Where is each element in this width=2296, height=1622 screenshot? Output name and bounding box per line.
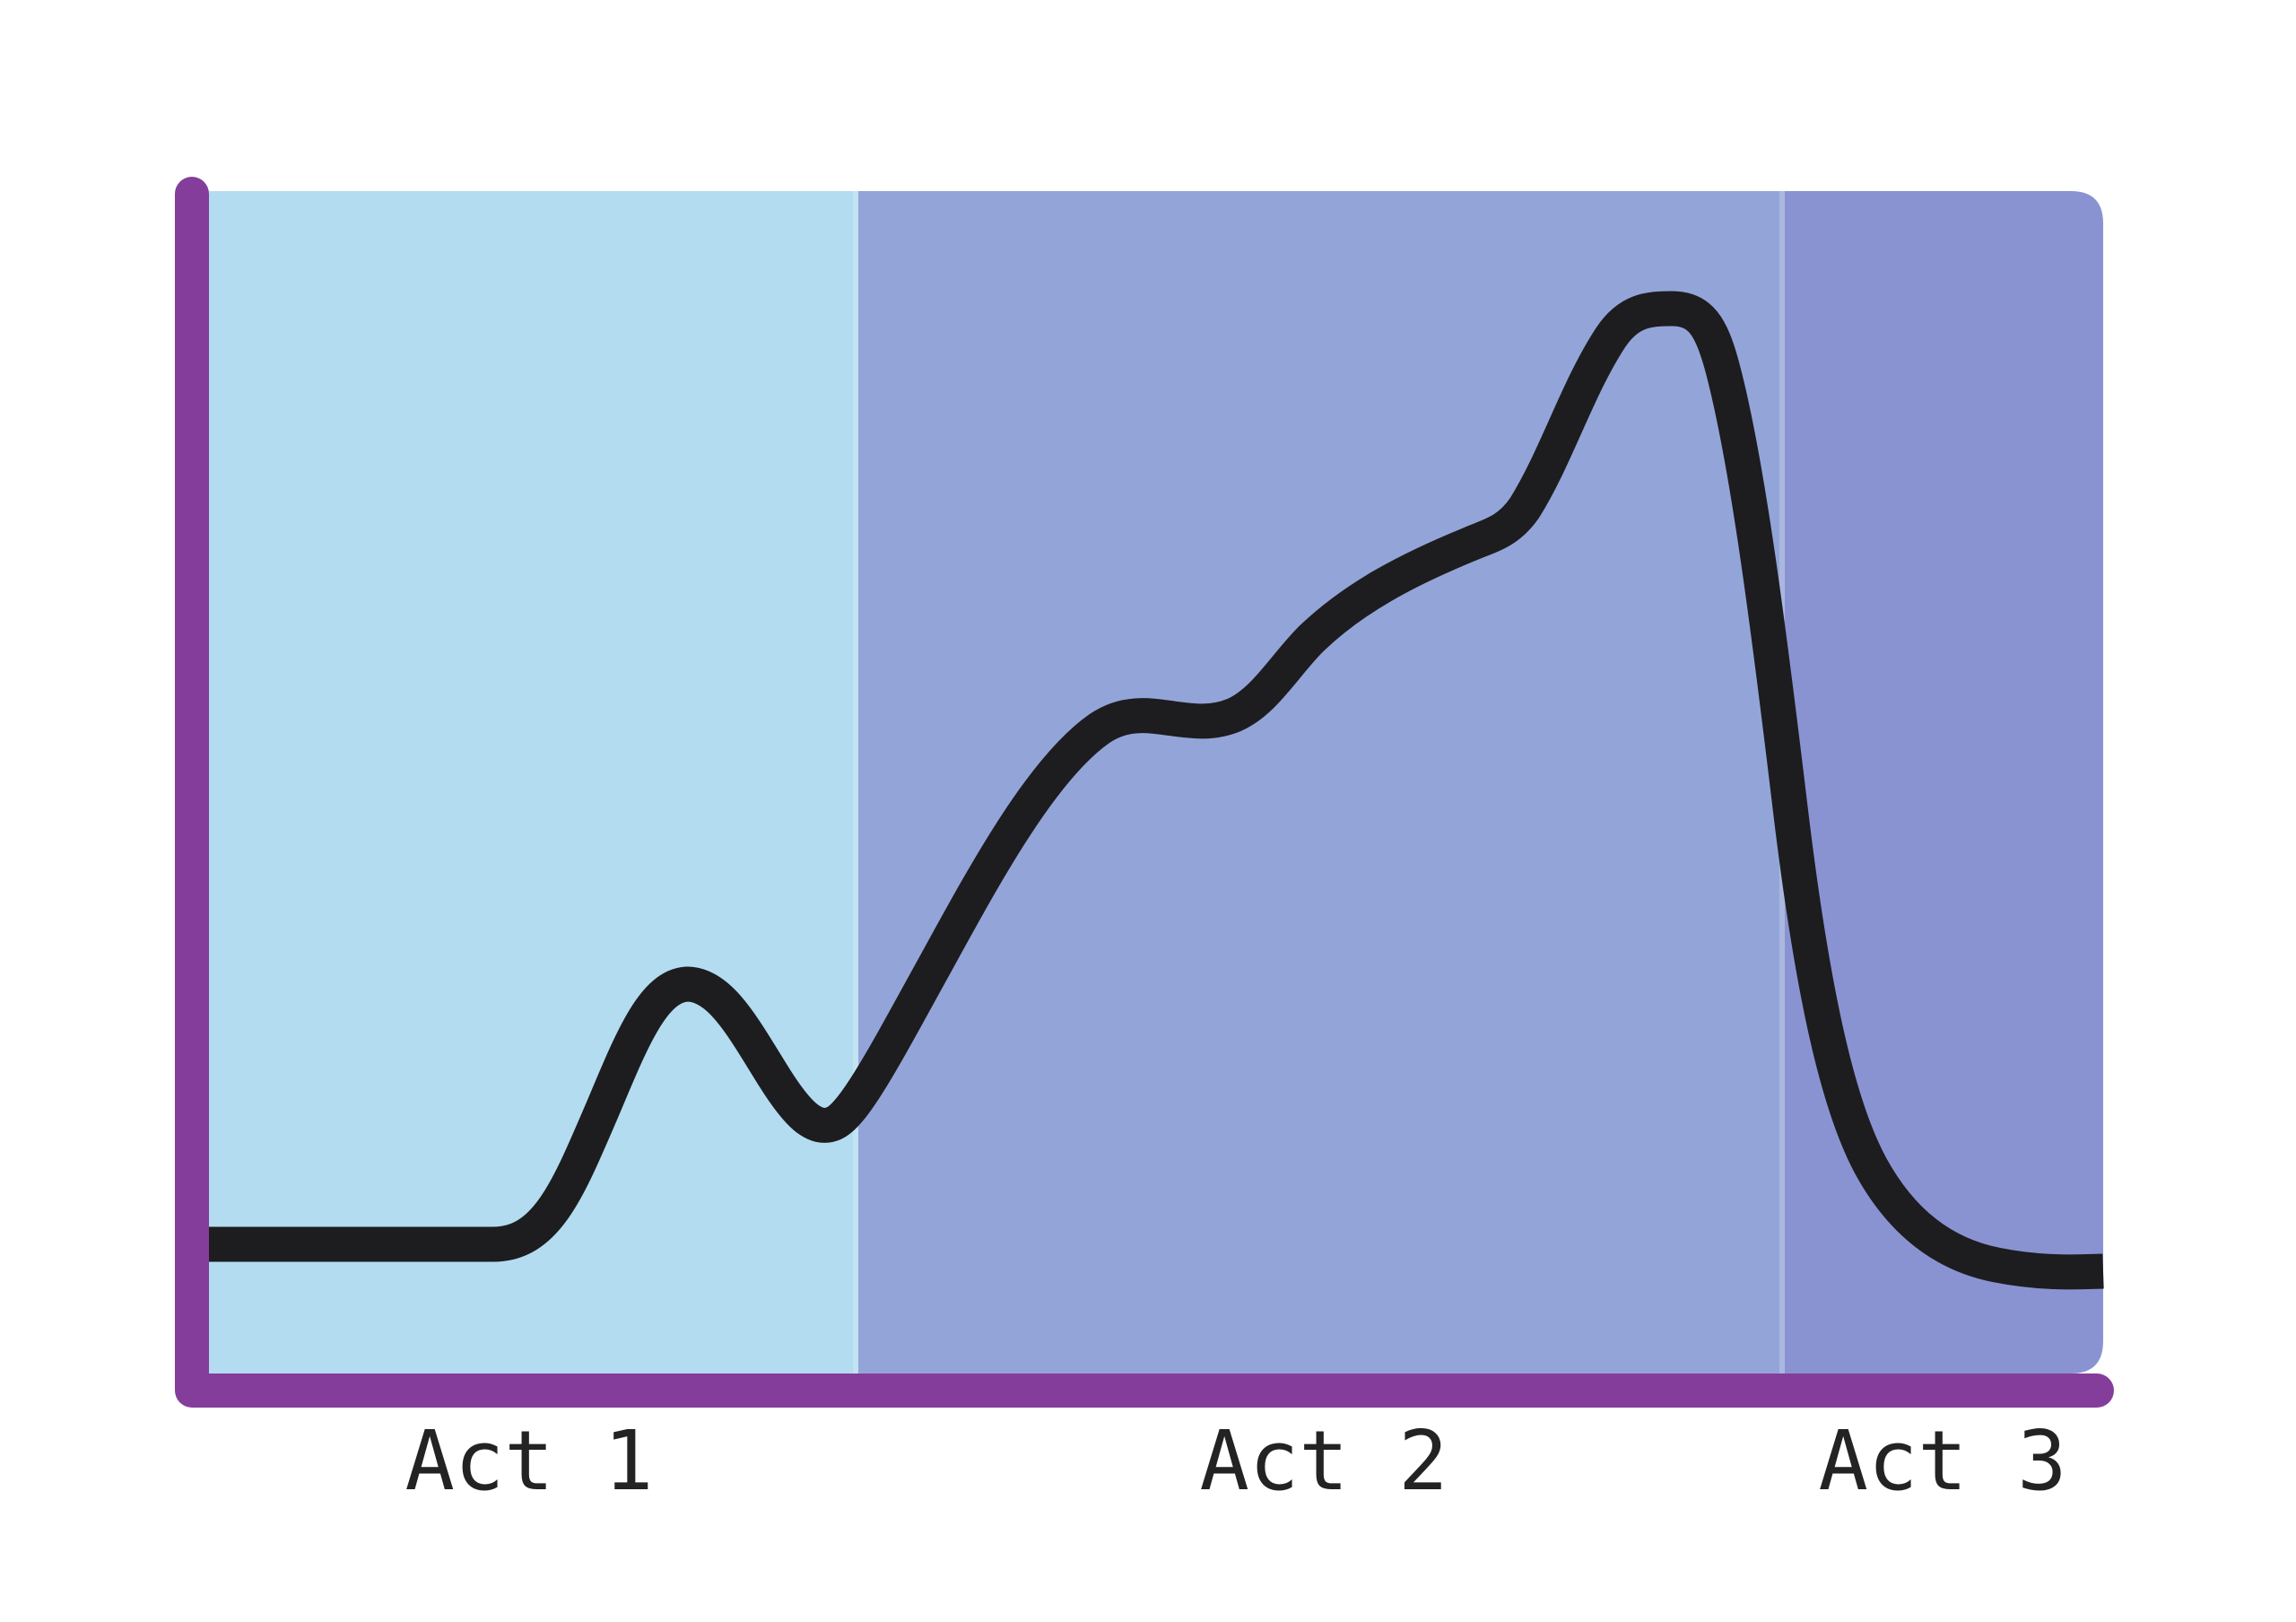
act3-label: Act 3 [1819,1413,2067,1509]
act-bands [209,191,2103,1373]
act1-label: Act 1 [405,1413,654,1509]
act1-band [209,191,858,1373]
act2-label: Act 2 [1200,1413,1448,1509]
act1-act2-seam [853,191,858,1373]
act3-band [1785,191,2103,1373]
x-axis-labels: Act 1 Act 2 Act 3 [405,1413,2067,1509]
act2-band [858,191,1785,1373]
story-arc-curve [209,291,2104,1290]
axis-frame [175,177,2114,1408]
